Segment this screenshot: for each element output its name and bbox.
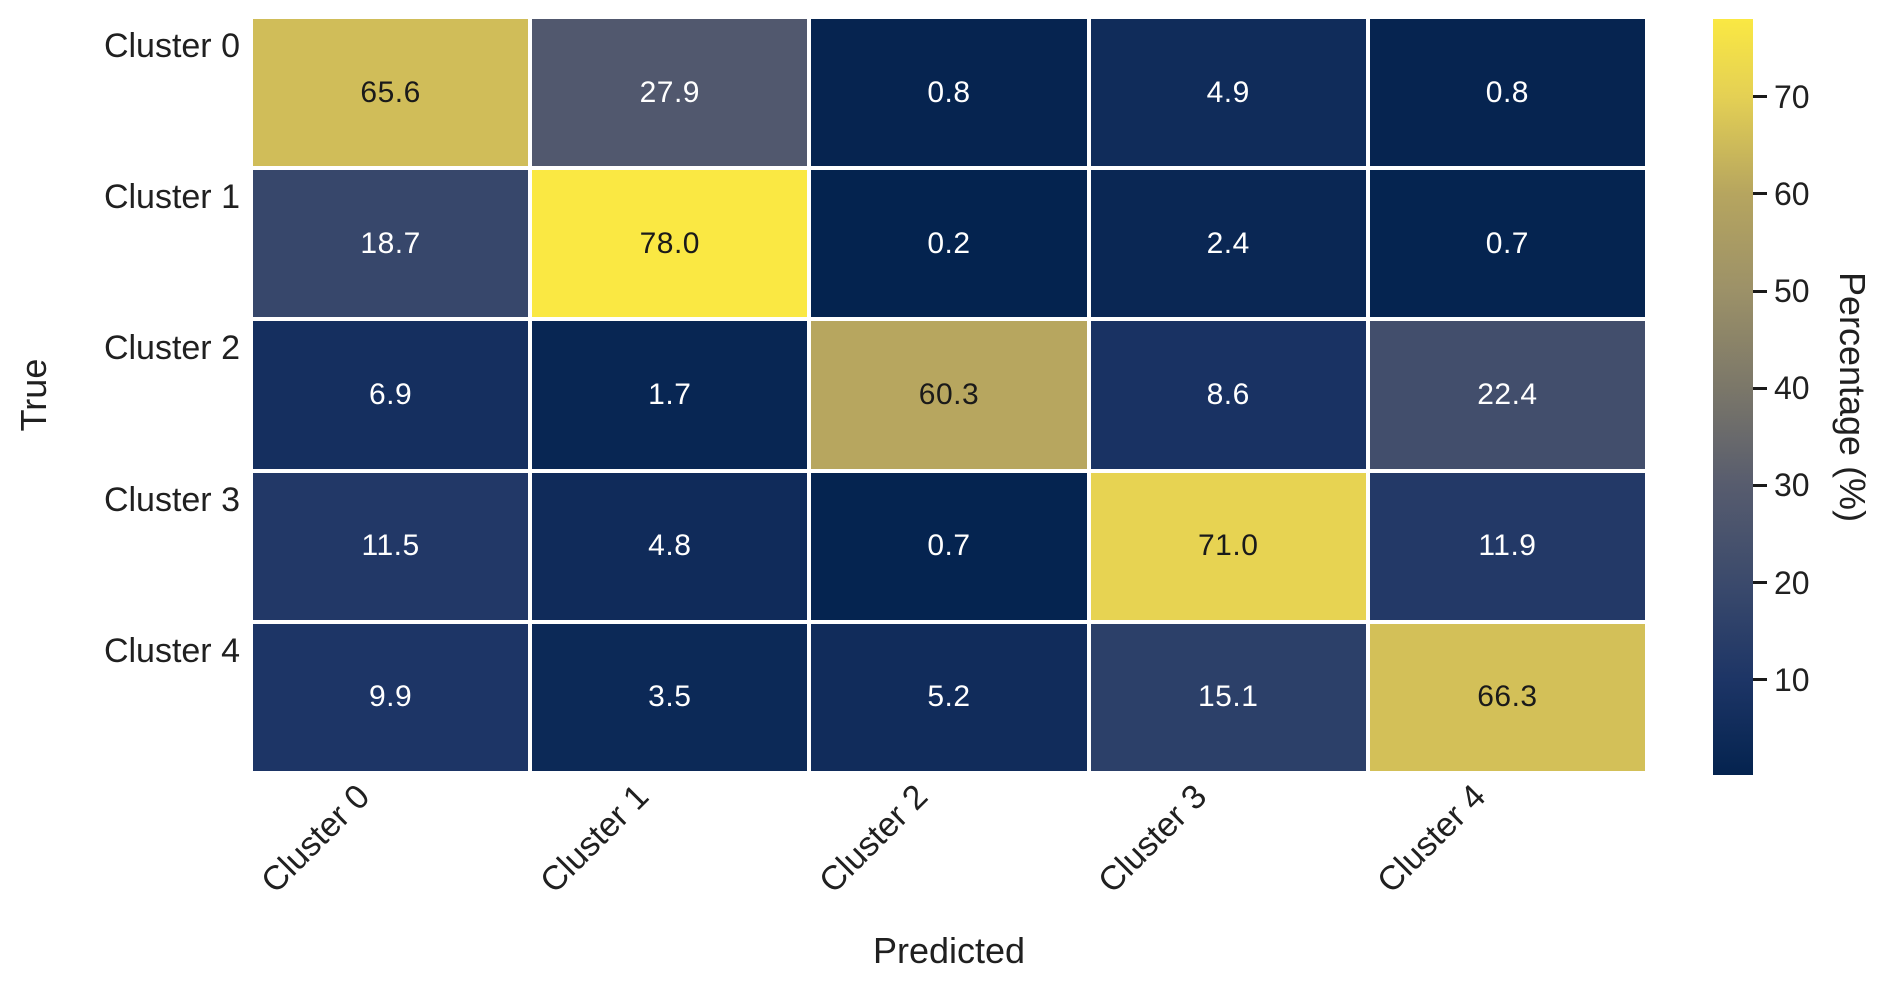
y-tick-label: Cluster 2 bbox=[103, 329, 240, 368]
heatmap-grid: 65.6 27.9 0.8 4.9 0.8 18.7 78.0 0.2 2.4 0.7 6.9 1.7… bbox=[253, 19, 1645, 771]
colorbar-tick-label: 70 bbox=[1774, 78, 1810, 115]
heatmap-cell: 22.4 bbox=[1369, 321, 1645, 469]
heatmap-cell: 18.7 bbox=[253, 170, 529, 318]
x-axis-label: Predicted bbox=[872, 930, 1026, 971]
cell-value: 4.9 bbox=[1206, 75, 1250, 109]
heatmap-cell: 11.5 bbox=[253, 472, 529, 620]
cell-value: 5.2 bbox=[927, 680, 971, 714]
heatmap-cell: 65.6 bbox=[253, 19, 529, 167]
heatmap-cell: 4.8 bbox=[532, 472, 808, 620]
heatmap-cell: 6.9 bbox=[253, 321, 529, 469]
heatmap-cell: 66.3 bbox=[1369, 623, 1645, 771]
colorbar-tick-label: 10 bbox=[1774, 661, 1810, 698]
y-tick-label: Cluster 4 bbox=[103, 631, 240, 670]
cell-value: 60.3 bbox=[918, 377, 980, 411]
cell-value: 8.6 bbox=[1206, 377, 1250, 411]
cell-value: 27.9 bbox=[639, 75, 700, 109]
heatmap-cell: 78.0 bbox=[532, 170, 808, 318]
colorbar bbox=[1713, 19, 1753, 775]
colorbar-tick-label: 40 bbox=[1774, 370, 1810, 407]
colorbar-tick-mark bbox=[1753, 483, 1767, 487]
x-tick-label: Cluster 0 bbox=[253, 777, 377, 901]
heatmap-cell: 0.8 bbox=[811, 19, 1087, 167]
colorbar-tick-mark bbox=[1753, 386, 1767, 390]
cell-value: 18.7 bbox=[360, 226, 421, 260]
colorbar-tick-mark bbox=[1753, 192, 1767, 196]
colorbar-tick-label: 60 bbox=[1774, 175, 1810, 212]
colorbar-tick-label: 50 bbox=[1774, 273, 1810, 310]
cell-value: 0.8 bbox=[1485, 75, 1529, 109]
colorbar-tick-mark bbox=[1753, 581, 1767, 585]
heatmap-cell: 3.5 bbox=[532, 623, 808, 771]
cell-value: 71.0 bbox=[1198, 529, 1259, 563]
colorbar-tick-mark bbox=[1753, 95, 1767, 99]
cell-value: 1.7 bbox=[648, 377, 692, 411]
heatmap-cell: 2.4 bbox=[1090, 170, 1366, 318]
cell-value: 0.8 bbox=[927, 75, 971, 109]
heatmap-cell: 9.9 bbox=[253, 623, 529, 771]
heatmap-cell: 1.7 bbox=[532, 321, 808, 469]
cell-value: 6.9 bbox=[368, 377, 413, 411]
heatmap-cell: 0.2 bbox=[811, 170, 1087, 318]
y-tick-label: Cluster 0 bbox=[103, 27, 240, 65]
heatmap-cell: 0.7 bbox=[811, 472, 1087, 620]
cell-value: 4.8 bbox=[648, 529, 692, 563]
colorbar-label: Percentage (%) bbox=[1832, 271, 1873, 523]
heatmap-cell: 4.9 bbox=[1090, 19, 1366, 167]
cell-value: 66.3 bbox=[1477, 680, 1538, 714]
cell-value: 2.4 bbox=[1206, 226, 1250, 260]
x-tick-label: Cluster 4 bbox=[1370, 777, 1494, 901]
cell-value: 78.0 bbox=[639, 226, 700, 260]
cell-value: 9.9 bbox=[368, 680, 413, 714]
cell-value: 65.6 bbox=[360, 75, 421, 109]
colorbar-tick-mark bbox=[1753, 289, 1767, 293]
colorbar-tick-label: 20 bbox=[1774, 564, 1810, 601]
cell-value: 3.5 bbox=[648, 680, 692, 714]
cell-value: 0.2 bbox=[927, 226, 971, 260]
y-axis-label: True bbox=[13, 358, 54, 432]
heatmap-cell: 27.9 bbox=[532, 19, 808, 167]
cell-value: 0.7 bbox=[1485, 226, 1529, 260]
heatmap-cell: 5.2 bbox=[811, 623, 1087, 771]
heatmap-cell: 11.9 bbox=[1369, 472, 1645, 620]
heatmap-cell: 0.8 bbox=[1369, 19, 1645, 167]
y-tick-label: Cluster 1 bbox=[103, 178, 240, 217]
cell-value: 15.1 bbox=[1198, 680, 1259, 714]
y-tick-label: Cluster 3 bbox=[103, 480, 240, 519]
heatmap-cell: 0.7 bbox=[1369, 170, 1645, 318]
cell-value: 11.5 bbox=[361, 529, 420, 563]
cell-value: 11.9 bbox=[1478, 529, 1537, 563]
heatmap-cell: 8.6 bbox=[1090, 321, 1366, 469]
heatmap-cell: 60.3 bbox=[811, 321, 1087, 469]
cell-value: 22.4 bbox=[1477, 377, 1538, 411]
heatmap-cell: 71.0 bbox=[1090, 472, 1366, 620]
heatmap-cell: 15.1 bbox=[1090, 623, 1366, 771]
colorbar-tick-label: 30 bbox=[1774, 467, 1810, 504]
x-tick-label: Cluster 1 bbox=[532, 777, 656, 901]
colorbar-tick-mark bbox=[1753, 678, 1767, 682]
cell-value: 0.7 bbox=[927, 529, 971, 563]
